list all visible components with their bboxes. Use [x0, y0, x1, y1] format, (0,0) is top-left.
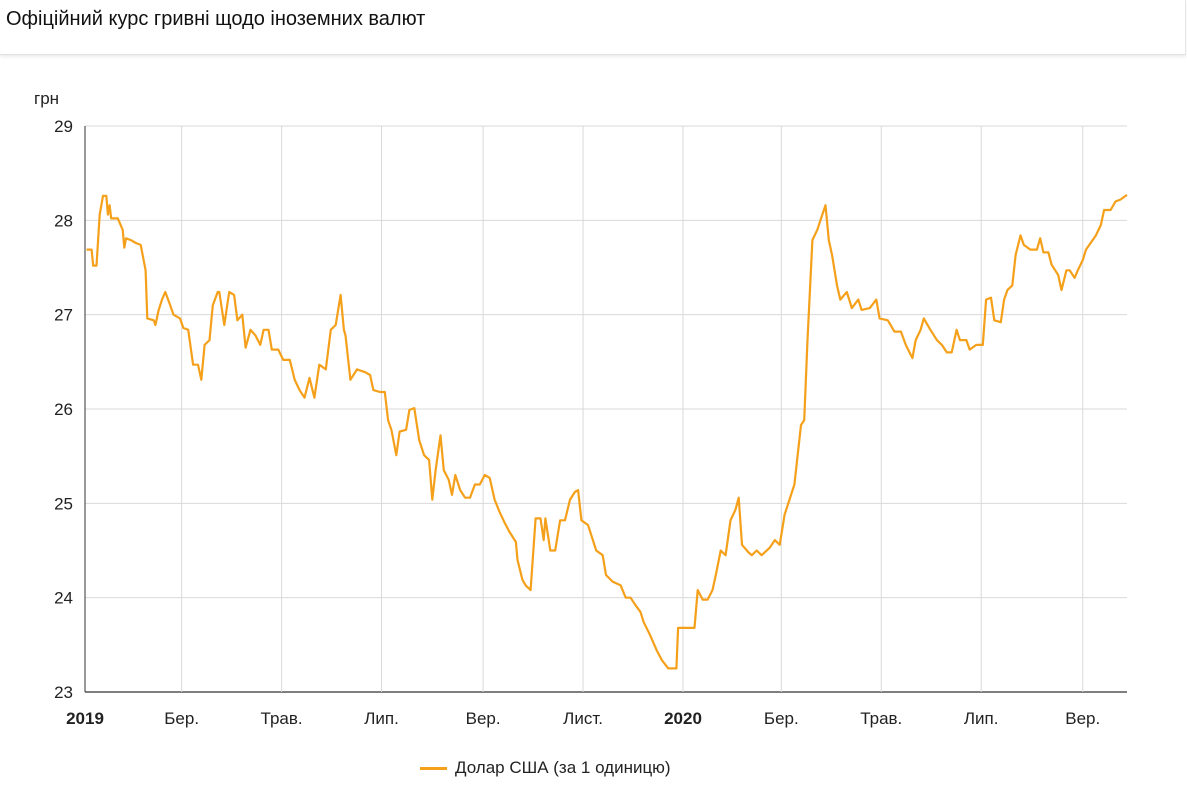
y-tick-label: 29	[54, 117, 73, 136]
legend: Долар США (за 1 одиницю)	[420, 758, 671, 778]
y-tick-label: 27	[54, 306, 73, 325]
legend-label: Долар США (за 1 одиницю)	[455, 758, 671, 777]
y-tick-label: 26	[54, 400, 73, 419]
y-tick-label: 28	[54, 211, 73, 230]
x-tick-label: 2019	[66, 709, 104, 728]
y-tick-label: 25	[54, 494, 73, 513]
y-tick-label: 23	[54, 683, 73, 702]
x-tick-label: 2020	[664, 709, 702, 728]
x-tick-label: Лип.	[364, 709, 399, 728]
chart-header: Офіційний курс гривні щодо іноземних вал…	[0, 0, 1186, 55]
x-tick-label: Лист.	[563, 709, 603, 728]
x-tick-label: Лип.	[964, 709, 999, 728]
x-tick-label: Вер.	[466, 709, 501, 728]
chart-title: Офіційний курс гривні щодо іноземних вал…	[6, 8, 426, 30]
x-tick-label: Бер.	[764, 709, 799, 728]
x-tick-label: Трав.	[261, 709, 303, 728]
legend-swatch	[420, 766, 447, 770]
x-tick-label: Трав.	[860, 709, 902, 728]
y-tick-label: 24	[54, 589, 73, 608]
x-tick-label: Бер.	[164, 709, 199, 728]
x-tick-label: Вер.	[1065, 709, 1100, 728]
y-axis-label: грн	[34, 89, 59, 108]
series-line-usd	[86, 194, 1128, 670]
